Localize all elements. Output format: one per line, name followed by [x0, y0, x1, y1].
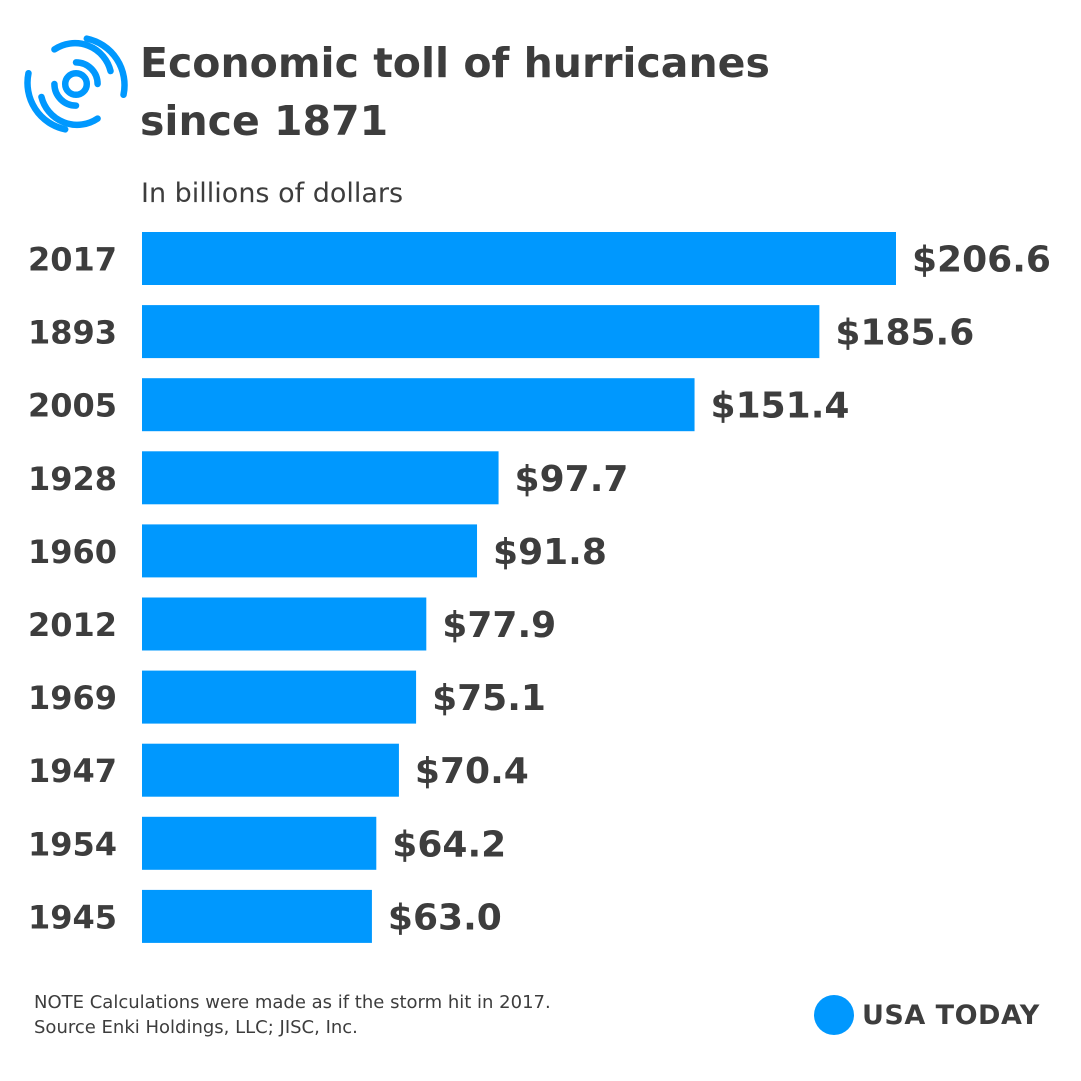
bar	[142, 524, 478, 578]
value-label: $77.9	[442, 605, 556, 646]
brand-name: USA TODAY	[862, 999, 1040, 1031]
value-label: $63.0	[388, 897, 502, 938]
value-label: $75.1	[432, 678, 546, 719]
bar	[142, 743, 399, 797]
brand-logo: USA TODAY	[814, 995, 1040, 1035]
bar	[142, 816, 377, 870]
value-label: $70.4	[415, 751, 529, 792]
value-label: $97.7	[515, 459, 629, 500]
category-label: 1960	[28, 533, 117, 571]
bar	[142, 670, 417, 724]
category-label: 2017	[28, 241, 117, 279]
footer-notes: NOTE Calculations were made as if the st…	[34, 990, 551, 1040]
category-label: 1947	[28, 752, 117, 790]
value-label: $185.6	[835, 313, 974, 354]
category-label: 1945	[28, 898, 117, 936]
category-label: 1954	[28, 825, 117, 863]
bar	[142, 378, 695, 432]
value-label: $151.4	[711, 386, 850, 427]
bar	[142, 451, 499, 505]
value-label: $91.8	[493, 532, 607, 573]
bar	[142, 597, 427, 651]
value-label: $206.6	[912, 240, 1051, 281]
category-label: 1928	[28, 460, 117, 498]
chart-title: Economic toll of hurricanes since 1871	[140, 39, 770, 145]
chart-subtitle: In billions of dollars	[141, 178, 404, 209]
value-label: $64.2	[392, 824, 506, 865]
category-label: 2012	[28, 606, 117, 644]
category-label: 2005	[28, 387, 117, 425]
bar	[142, 889, 372, 943]
footnote: NOTE Calculations were made as if the st…	[34, 992, 551, 1013]
category-label: 1969	[28, 679, 117, 717]
source-note: Source Enki Holdings, LLC; JISC, Inc.	[34, 1017, 358, 1038]
bar	[142, 305, 820, 359]
hurricane-icon	[24, 35, 128, 133]
brand-dot-icon	[814, 995, 854, 1035]
bar	[142, 232, 896, 285]
category-label: 1893	[28, 314, 117, 352]
